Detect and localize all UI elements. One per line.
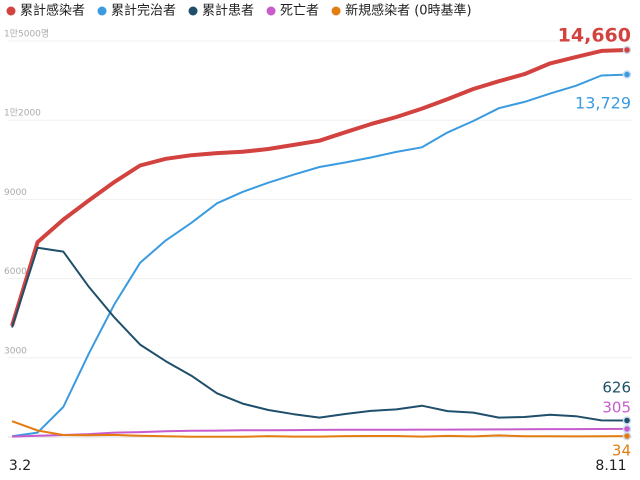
legend-label: 累計患者 — [202, 3, 254, 19]
y-tick-label: 1만5000명 — [4, 29, 49, 40]
series-line — [11, 420, 628, 438]
end-point — [622, 416, 632, 425]
legend-marker — [188, 6, 198, 16]
legend-label: 死亡者 — [280, 4, 319, 19]
series-line — [11, 73, 628, 438]
series-line — [11, 427, 628, 438]
series-line — [11, 246, 628, 422]
legend-marker — [331, 6, 341, 16]
legend-marker — [97, 6, 107, 16]
end-value-label: 34 — [612, 442, 631, 460]
end-point — [622, 70, 632, 79]
end-point — [622, 45, 632, 55]
legend-marker — [266, 6, 276, 16]
x-tick-label: 3.2 — [9, 458, 31, 474]
y-tick-label: 9000 — [4, 188, 27, 198]
y-tick-label: 6000 — [4, 267, 27, 277]
end-point — [622, 424, 632, 434]
legend-label: 新規感染者 (0時基準) — [345, 3, 472, 19]
x-tick-label: 8.11 — [595, 458, 626, 474]
y-tick-label: 1만2000 — [4, 108, 41, 119]
end-value-label: 14,660 — [558, 25, 631, 47]
end-value-label: 305 — [602, 399, 631, 417]
end-point — [622, 431, 632, 441]
end-value-label: 626 — [602, 379, 631, 397]
legend-marker — [6, 6, 16, 16]
legend-label: 累計感染者 — [20, 3, 85, 19]
legend-label: 累計完治者 — [111, 3, 176, 19]
end-value-label: 13,729 — [575, 94, 631, 113]
y-tick-label: 3000 — [4, 346, 27, 356]
series-line — [10, 48, 628, 327]
